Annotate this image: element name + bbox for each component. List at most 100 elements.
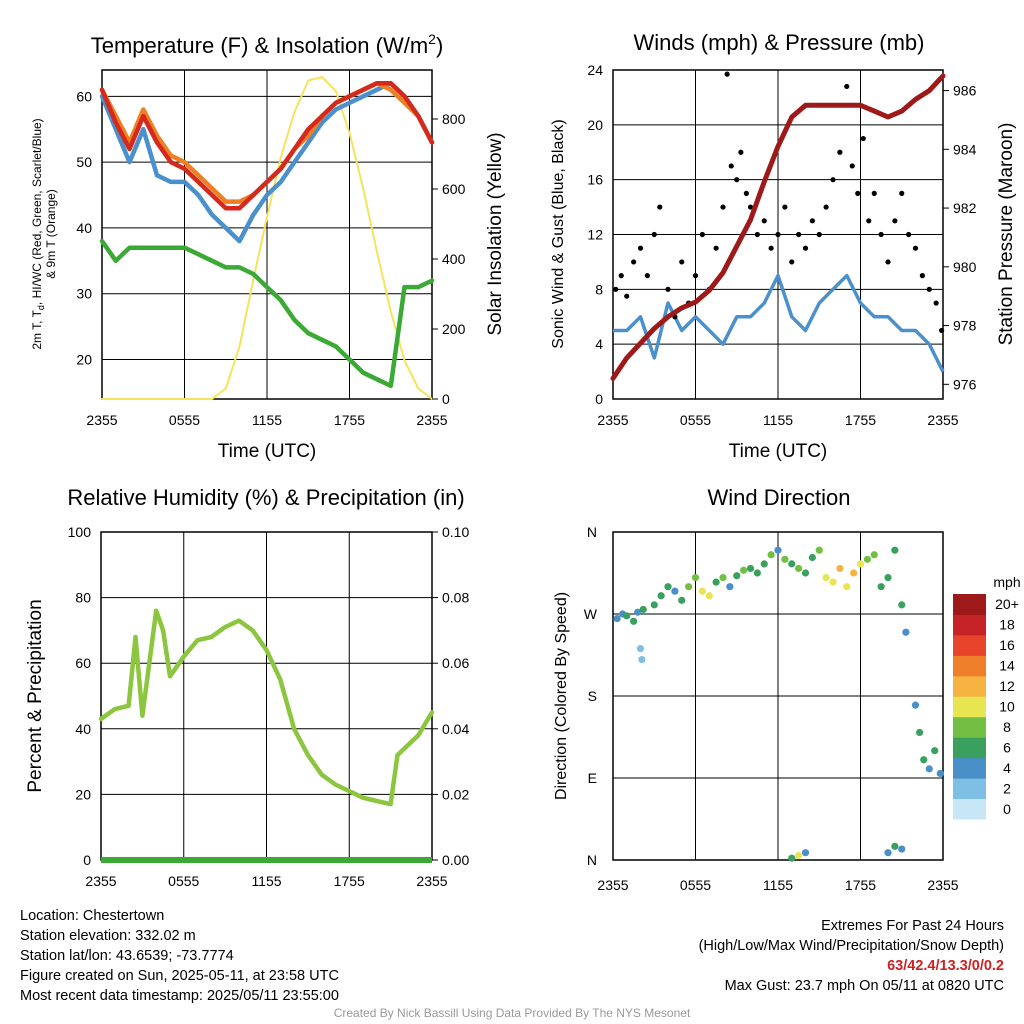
temperature-panel-title: Temperature (F) & Insolation (W/m2)	[91, 31, 444, 58]
sonic-wind-line	[613, 273, 945, 373]
temperature-y-tick-label: 60	[76, 88, 92, 104]
wind-direction-point	[781, 555, 789, 563]
gust-point	[754, 231, 760, 238]
humidity-axis-ticks: 2355 0555 1155 1755 2355 0 20 40 60 80 100 0.00 0.02…	[68, 524, 470, 889]
gust-point	[849, 163, 855, 169]
colorbar-label: 16	[999, 637, 1015, 653]
wind-direction-point	[795, 851, 803, 860]
colorbar-label: 2	[1003, 780, 1011, 796]
winds-right-tick-label: 986	[953, 83, 977, 99]
gust-point	[837, 149, 843, 155]
temperature-gridlines	[101, 70, 433, 399]
wind-direction-point	[664, 583, 672, 591]
humidity-right-tick-label: 0.00	[442, 852, 469, 868]
wind-direction-point	[726, 583, 734, 591]
wind-direction-point	[843, 583, 851, 591]
winds-panel: Winds (mph) & Pressure (mb) 2355 0555 1155…	[550, 30, 1017, 462]
winds-y-axis-label-left: Sonic Wind & Gust (Blue, Black)	[550, 119, 567, 348]
humidity-y-tick-label: 40	[75, 721, 91, 737]
wind-direction-x-tick-label: 1755	[845, 877, 876, 893]
wind-direction-point	[733, 572, 741, 580]
gust-point	[866, 218, 872, 224]
colorbar-swatch	[953, 696, 986, 718]
wind-direction-point	[746, 564, 755, 573]
wind-direction-point	[650, 601, 658, 609]
humidity-y-tick-label: 100	[68, 524, 92, 540]
relative-humidity-line	[98, 608, 435, 807]
gust-point	[679, 259, 685, 265]
wind-direction-point	[884, 849, 892, 857]
gust-point	[738, 149, 744, 155]
recent-data-text: Most recent data timestamp: 2025/05/11 2…	[20, 988, 339, 1004]
wind-direction-point	[691, 573, 700, 582]
winds-y-axis-label-right: Station Pressure (Maroon)	[996, 123, 1017, 346]
created-text: Figure created on Sun, 2025-05-11, at 23…	[20, 968, 339, 984]
humidity-gridlines	[100, 531, 433, 861]
wind-direction-point	[719, 573, 727, 582]
temperature-right-tick-label: 400	[442, 251, 466, 267]
gust-point	[871, 190, 877, 196]
winds-x-tick-label: 2355	[597, 412, 628, 428]
speed-colorbar: 0 2 4 6 8 10 12 14 16 18 20+	[953, 594, 1019, 820]
gust-point	[860, 135, 866, 142]
winds-y-tick-label: 4	[595, 336, 603, 352]
gust-point	[926, 286, 932, 292]
winds-y-tick-label: 24	[587, 62, 603, 78]
wind-direction-points	[613, 546, 944, 862]
wind-direction-y-tick-label: E	[588, 770, 597, 786]
colorbar-label: 8	[1003, 719, 1011, 735]
gust-point	[919, 273, 925, 279]
colorbar-swatch	[953, 655, 986, 677]
wind-direction-point	[836, 564, 844, 573]
humidity-y-tick-label: 80	[75, 590, 91, 606]
temperature-series	[99, 76, 435, 400]
wind-direction-panel-title: Wind Direction	[707, 485, 850, 510]
wind-direction-point	[788, 854, 796, 862]
winds-gridlines	[612, 69, 944, 400]
temperature-x-tick-label: 1755	[334, 412, 365, 428]
humidity-panel: Relative Humidity (%) & Precipitation (i…	[25, 485, 469, 889]
wind-direction-point	[638, 655, 646, 664]
temperature-y-tick-label: 20	[76, 352, 92, 368]
temperature-line-td-green-	[99, 238, 435, 389]
wind-direction-point	[712, 578, 720, 586]
temperature-line-2m-t-red-	[99, 80, 435, 211]
gust-point	[796, 231, 802, 238]
wind-direction-point	[911, 701, 920, 709]
wind-direction-point	[698, 587, 706, 595]
wind-direction-x-tick-label: 1155	[763, 877, 793, 893]
wind-direction-point	[808, 553, 816, 562]
gust-point	[618, 273, 624, 279]
wind-direction-y-tick-label: N	[587, 524, 597, 540]
temperature-y-tick-label: 40	[76, 220, 92, 236]
temperature-x-tick-label: 2355	[86, 412, 117, 428]
wind-direction-point	[870, 551, 878, 559]
wind-direction-point	[774, 546, 782, 554]
gust-point	[657, 204, 663, 210]
extremes-info: Extremes For Past 24 Hours (High/Low/Max…	[699, 916, 1004, 996]
temperature-y-axis-label-left-2: & 9m T (Orange)	[44, 189, 58, 279]
colorbar-swatch	[953, 614, 986, 636]
wind-direction-point	[753, 569, 761, 577]
winds-x-tick-label: 2355	[927, 412, 958, 428]
gust-point	[713, 245, 719, 251]
colorbar-swatch	[953, 757, 986, 779]
temperature-right-tick-label: 200	[442, 321, 466, 337]
humidity-x-tick-label: 1155	[251, 873, 281, 889]
colorbar-label: 14	[999, 658, 1015, 674]
winds-y-tick-label: 20	[587, 117, 603, 133]
gust-point	[724, 71, 730, 77]
winds-series	[610, 71, 946, 381]
extremes-values: 63/42.4/13.3/0/0.2	[887, 958, 1004, 974]
wind-direction-point	[877, 583, 885, 591]
wind-direction-point	[925, 765, 933, 773]
humidity-right-tick-label: 0.02	[442, 786, 469, 802]
humidity-x-tick-label: 2355	[85, 873, 116, 889]
wind-direction-panel: Wind Direction 2355 0555 1155 1755 2355NESWN…	[553, 485, 1021, 893]
gust-point	[775, 231, 781, 238]
humidity-right-tick-label: 0.08	[442, 590, 469, 606]
wind-direction-point	[685, 583, 693, 591]
gust-point	[855, 190, 861, 196]
temperature-x-tick-label: 1155	[252, 412, 282, 428]
gust-point	[939, 327, 945, 334]
